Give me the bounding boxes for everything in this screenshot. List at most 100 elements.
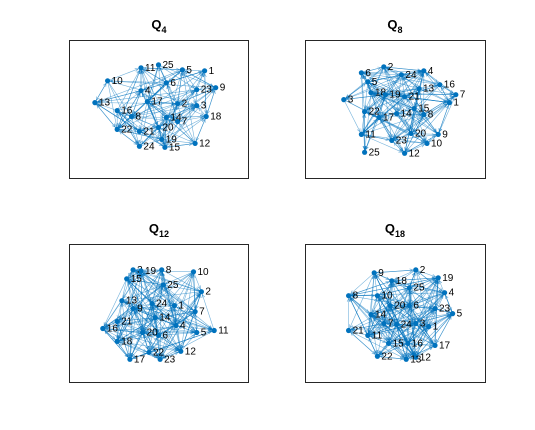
node-label: 12 [199,138,211,149]
graph-node [362,149,368,155]
graph-edge [117,129,162,140]
edge-arrowhead [443,103,448,107]
edge-arrowhead [350,292,355,297]
edge-arrowhead [147,95,151,100]
edge-arrowhead [385,68,389,73]
edge-arrowhead [160,141,165,146]
graph-node [368,312,374,318]
panel-title: Q4 [151,17,166,35]
graph-edge [158,127,196,144]
graph-edge [177,116,207,122]
edge-arrowhead [143,334,148,339]
edge-arrowhead [142,92,146,97]
edge-arrowhead [188,310,193,315]
graph-node [432,342,438,348]
graph-edge [193,271,196,312]
edge-arrowhead [392,304,397,308]
graph-edge [131,89,197,117]
edge-arrowhead [390,320,395,324]
graph-node [136,143,142,149]
graph-edge [164,87,216,148]
edge-arrowhead [386,88,391,93]
node-label: 2 [420,265,426,276]
edge-arrowhead [428,340,434,345]
node-label: 10 [112,76,124,87]
graph-edge [117,110,159,128]
graph-edge [116,67,142,111]
edge-arrowhead [362,113,367,118]
edge-arrowhead [160,115,165,120]
graph-edge [388,305,391,344]
graph-edge [140,67,178,104]
graph-edge [367,324,397,336]
graph-edge [391,114,424,141]
graph-edge [391,134,439,141]
graph-edge [361,134,392,141]
node-label: 12 [420,352,432,363]
graph-edge [94,102,118,111]
graph-node [402,94,408,100]
edge-arrowhead [445,294,449,300]
edge-arrowhead [375,274,379,279]
edge-arrowhead [174,351,179,356]
node-label: 14 [159,313,171,324]
edge-arrowhead [128,310,133,315]
edge-arrowhead [198,107,203,112]
edge-arrowhead [192,99,197,104]
node-label: 11 [145,63,156,74]
graph-edge [348,323,384,331]
graph-node [114,108,120,114]
graph-edge [404,94,457,154]
graph-edge [404,96,450,103]
edge-arrowhead [411,300,415,304]
graph-edge [175,325,215,331]
edge-arrowhead [133,115,138,119]
graph-edge [140,67,167,84]
graph-edge [370,314,378,357]
graph-node [194,87,200,93]
graph-node [160,282,166,288]
graph-edge [121,284,164,301]
graph-edge [364,94,386,153]
graph-edge [364,74,402,112]
edge-arrowhead [448,315,452,320]
graph-edge [107,80,118,130]
graph-edge [158,64,216,88]
graph-edge [383,66,440,85]
edge-arrowhead [152,331,157,336]
node-label: 22 [369,107,381,118]
edge-arrowhead [433,85,438,89]
graph-edge [383,280,393,324]
graph-edge [370,314,436,346]
edge-arrowhead [349,297,353,302]
node-label: 18 [375,88,387,99]
edge-arrowhead [408,355,413,359]
graph-edge [107,80,216,88]
edge-arrowhead [104,330,109,334]
edge-arrowhead [209,83,214,88]
node-label: 21 [409,92,421,103]
node-label: 7 [199,307,205,318]
node-label: 16 [107,324,119,335]
node-label: 19 [145,266,157,277]
graph-edge [117,341,150,353]
graph-node [376,114,382,121]
graph-node [358,131,364,137]
edge-arrowhead [188,273,193,278]
graph-node [394,321,400,328]
edge-arrowhead [377,318,382,323]
node-label: 9 [442,129,448,140]
node-label: 20 [163,123,175,134]
edge-arrowhead [142,348,147,353]
graph-edge [147,64,159,102]
edge-arrowhead [162,140,167,145]
node-label: 16 [412,338,424,349]
graph-edge [361,72,365,112]
node-label: 2 [205,287,211,298]
node-label: 2 [388,62,394,73]
edge-arrowhead [410,342,415,346]
edge-arrowhead [201,293,206,299]
graph-edge [367,305,391,336]
edge-arrowhead [404,307,409,312]
graph-node [138,65,144,71]
